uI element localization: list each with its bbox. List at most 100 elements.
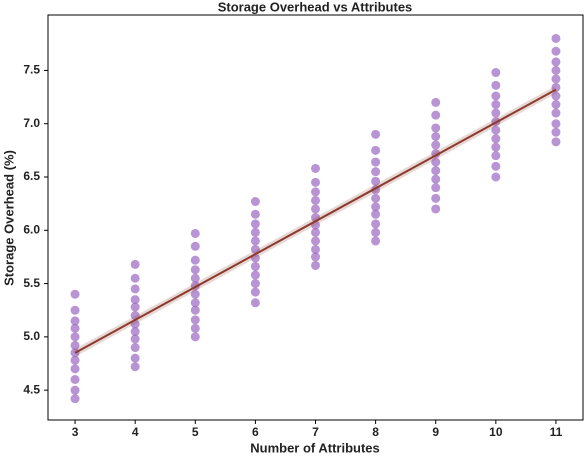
point [250, 279, 260, 289]
point [371, 219, 381, 229]
point [491, 161, 501, 171]
point [130, 259, 140, 269]
point [190, 289, 200, 299]
point [371, 227, 381, 237]
y-tick-label: 7.0 [23, 116, 40, 130]
point [491, 172, 501, 182]
point [190, 298, 200, 308]
point [250, 236, 260, 246]
point [491, 108, 501, 118]
point [311, 227, 320, 237]
chart-title: Storage Overhead vs Attributes [218, 0, 413, 14]
point [551, 137, 561, 147]
point [130, 327, 140, 337]
point [431, 166, 441, 176]
point [431, 174, 441, 184]
point [311, 260, 320, 270]
point [190, 265, 200, 275]
point [551, 127, 561, 137]
point [371, 202, 381, 212]
point [491, 100, 501, 110]
point [311, 177, 320, 187]
x-tick-label: 6 [252, 425, 259, 439]
point [371, 167, 381, 177]
point [250, 270, 260, 280]
point [371, 236, 381, 246]
point [491, 125, 501, 135]
point [70, 375, 80, 384]
point [431, 110, 441, 120]
point [311, 195, 320, 205]
point [190, 305, 200, 315]
point [250, 197, 260, 207]
x-tick-label: 5 [192, 425, 199, 439]
point [70, 340, 80, 350]
point [371, 193, 381, 203]
point [70, 385, 80, 395]
point [311, 204, 320, 214]
y-tick-label: 7.5 [23, 63, 40, 77]
x-tick-label: 11 [550, 425, 563, 439]
point [70, 394, 80, 404]
point [491, 91, 501, 101]
point [70, 305, 80, 315]
x-tick-label: 10 [489, 425, 503, 439]
point [431, 157, 441, 167]
point [491, 151, 501, 161]
point [250, 244, 260, 254]
point [551, 119, 561, 129]
point [431, 183, 441, 193]
point [130, 362, 140, 372]
point [250, 209, 260, 219]
point [551, 108, 561, 118]
point [70, 289, 80, 299]
point [130, 295, 140, 305]
point [551, 57, 561, 67]
point [130, 334, 140, 344]
point [250, 287, 260, 297]
point [431, 97, 441, 107]
y-axis-label: Storage Overhead (%) [1, 150, 16, 286]
point [371, 129, 381, 139]
point [551, 91, 561, 101]
point [130, 353, 140, 363]
point [551, 65, 561, 75]
point [491, 68, 501, 78]
point [190, 315, 200, 325]
point [431, 132, 441, 141]
point [491, 134, 501, 144]
point [70, 332, 80, 342]
point [311, 163, 320, 173]
point [491, 80, 501, 90]
point [551, 46, 561, 56]
point [371, 157, 381, 167]
x-tick-label: 9 [432, 425, 439, 439]
point [371, 176, 381, 186]
point [130, 343, 140, 353]
point [250, 298, 260, 308]
point [250, 219, 260, 229]
y-tick-label: 5.5 [23, 276, 40, 290]
point [70, 316, 80, 326]
x-tick-label: 3 [72, 425, 79, 439]
point [70, 355, 80, 365]
y-tick-label: 6.0 [23, 222, 40, 236]
x-tick-label: 4 [132, 425, 139, 439]
point [431, 193, 441, 203]
point [70, 364, 80, 374]
point [190, 255, 200, 265]
point [551, 33, 561, 43]
point [250, 227, 260, 237]
point [190, 228, 200, 238]
point [311, 244, 320, 254]
point [371, 209, 381, 219]
x-axis-label: Number of Attributes [250, 440, 380, 455]
point [311, 252, 320, 262]
point [190, 273, 200, 283]
y-tick-label: 5.0 [23, 329, 40, 343]
x-tick-label: 7 [312, 425, 319, 439]
point [431, 204, 441, 214]
point [190, 323, 200, 333]
point [431, 140, 441, 150]
